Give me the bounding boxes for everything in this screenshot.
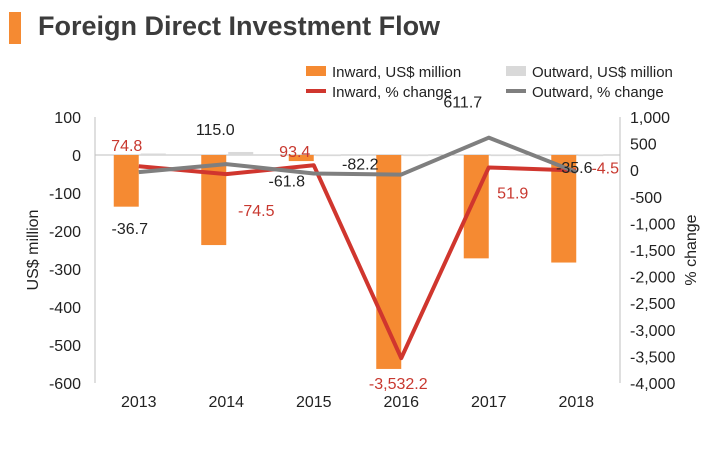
outward-change-label: 115.0 bbox=[196, 122, 235, 139]
y2-tick-label: -4,000 bbox=[630, 376, 675, 393]
outward-change-label: -82.2 bbox=[342, 157, 379, 174]
legend-label: Inward, % change bbox=[332, 84, 452, 101]
legend-label: Outward, US$ million bbox=[532, 64, 673, 81]
outward-bar bbox=[315, 154, 341, 157]
y2-tick-label: -1,000 bbox=[630, 216, 675, 233]
x-tick-label: 2013 bbox=[121, 394, 157, 411]
y-tick-label: 0 bbox=[72, 148, 81, 165]
y2-tick-label: -2,000 bbox=[630, 270, 675, 287]
outward-change-label: -35.6 bbox=[556, 160, 593, 177]
inward-change-label: -3,532.2 bbox=[369, 376, 428, 393]
inward-bar bbox=[288, 155, 314, 162]
inward-change-label: 74.8 bbox=[111, 138, 142, 155]
lines bbox=[138, 135, 577, 361]
y2-tick-label: -1,500 bbox=[630, 243, 675, 260]
outward-bar bbox=[140, 153, 166, 155]
inward-change-label: 93.4 bbox=[279, 144, 310, 161]
x-tick-label: 2017 bbox=[471, 394, 507, 411]
legend-swatch-inward-bar bbox=[306, 66, 326, 76]
inward-bar bbox=[463, 155, 489, 259]
chart-title: Foreign Direct Investment Flow bbox=[38, 11, 441, 41]
inward-change-label: 51.9 bbox=[497, 185, 528, 202]
y2-tick-label: -3,000 bbox=[630, 323, 675, 340]
y2-axis-title: % change bbox=[683, 214, 700, 285]
legend-label: Outward, % change bbox=[532, 84, 664, 101]
y2-tick-label: 1,000 bbox=[630, 110, 670, 127]
inward-bar bbox=[201, 155, 227, 246]
legend: Inward, US$ million Outward, US$ million I… bbox=[306, 64, 673, 101]
title-accent-bar bbox=[9, 12, 21, 44]
outward-change-label: 611.7 bbox=[443, 95, 482, 112]
inward-change-line bbox=[138, 163, 577, 361]
y2-tick-label: -2,500 bbox=[630, 296, 675, 313]
x-tick-label: 2018 bbox=[558, 394, 594, 411]
y-tick-label: -400 bbox=[49, 300, 81, 317]
x-tick-label: 2015 bbox=[296, 394, 332, 411]
y-tick-label: -300 bbox=[49, 262, 81, 279]
x-tick-label: 2016 bbox=[383, 394, 419, 411]
legend-swatch-outward-bar bbox=[506, 66, 526, 76]
outward-change-label: -61.8 bbox=[269, 173, 306, 190]
outward-bar bbox=[403, 154, 429, 157]
legend-label: Inward, US$ million bbox=[332, 64, 461, 81]
outward-bar bbox=[578, 154, 604, 157]
inward-change-label: -74.5 bbox=[238, 203, 275, 220]
y2-tick-label: 500 bbox=[630, 137, 657, 154]
axes: 100 0 -100 -200 -300 -400 -500 -600 1,000 500 0 -50… bbox=[25, 110, 700, 411]
data-labels: 74.8 -74.5 93.4 -3,532.2 51.9 -4.5 -36.7 115.0 -… bbox=[111, 95, 619, 393]
inward-bar bbox=[376, 155, 402, 369]
inward-bar bbox=[113, 155, 139, 207]
outward-bar bbox=[228, 151, 254, 155]
y-tick-label: -600 bbox=[49, 376, 81, 393]
inward-change-label: -4.5 bbox=[591, 160, 619, 177]
y-axis-title: US$ million bbox=[25, 210, 42, 291]
y-tick-label: 100 bbox=[54, 110, 81, 127]
y2-tick-label: 0 bbox=[630, 163, 639, 180]
outward-change-line bbox=[138, 135, 577, 177]
y-tick-label: -100 bbox=[49, 186, 81, 203]
outward-change-label: -36.7 bbox=[112, 221, 149, 238]
y-tick-label: -500 bbox=[49, 338, 81, 355]
inward-bar bbox=[551, 155, 577, 263]
y2-tick-label: -3,500 bbox=[630, 349, 675, 366]
outward-bar bbox=[490, 154, 516, 157]
y2-tick-label: -500 bbox=[630, 190, 662, 207]
x-tick-label: 2014 bbox=[208, 394, 244, 411]
y-tick-label: -200 bbox=[49, 224, 81, 241]
